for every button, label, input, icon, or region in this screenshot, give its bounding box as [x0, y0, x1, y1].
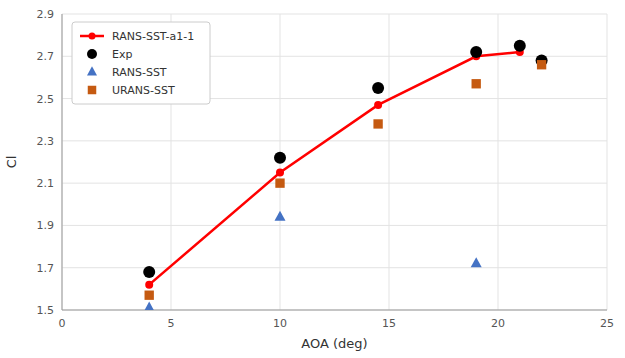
y-tick-label: 1.5: [37, 304, 55, 317]
y-axis-label: Cl: [4, 156, 19, 169]
legend-marker: [87, 66, 97, 75]
legend: RANS-SST-a1-1 Exp RANS-SST URANS-SST: [72, 22, 210, 104]
data-point: [143, 266, 155, 278]
data-point: [274, 152, 286, 164]
x-axis-line: [62, 310, 607, 311]
background: [0, 0, 625, 358]
data-point: [145, 291, 154, 300]
x-tick-label: 5: [168, 317, 175, 330]
y-tick-label: 2.7: [37, 50, 55, 63]
y-tick-label: 1.7: [37, 262, 55, 275]
data-point: [145, 281, 153, 289]
series: [144, 211, 482, 310]
data-point: [373, 119, 382, 128]
data-point: [144, 302, 155, 310]
x-tick-label: 20: [491, 317, 505, 330]
y-grid-line: [62, 183, 607, 184]
y-grid-line: [62, 310, 607, 311]
x-tick-label: 25: [600, 317, 614, 330]
x-grid-line: [607, 14, 608, 310]
chart: 0 5 10 15 20 25 1.5 1.7 1.9 2.1 2.3 2.5 2.7 2.9 AOA (d…: [0, 0, 625, 358]
x-tick-label: 0: [59, 317, 66, 330]
axes: 0 5 10 15 20 25 1.5 1.7 1.9 2.1 2.3 2.5 2.7 2.9 AOA (d…: [4, 8, 614, 351]
legend-marker: [89, 33, 96, 40]
data-point: [276, 169, 284, 177]
y-grid-line: [62, 14, 607, 15]
y-grid-line: [62, 225, 607, 226]
legend-box: [72, 22, 210, 104]
legend-label: URANS-SST: [112, 84, 175, 97]
x-grid-line: [498, 14, 499, 310]
data-point: [372, 82, 384, 94]
y-tick-label: 2.9: [37, 8, 55, 21]
legend-label: Exp: [112, 48, 132, 61]
y-tick-label: 2.3: [37, 135, 55, 148]
legend-marker: [88, 86, 97, 95]
y-tick-label: 2.5: [37, 93, 55, 106]
x-tick-label: 10: [273, 317, 287, 330]
data-point: [471, 257, 482, 267]
grid: [62, 14, 607, 310]
legend-marker: [87, 49, 97, 59]
legend-label: RANS-SST: [112, 66, 167, 79]
data-point: [537, 60, 546, 69]
y-tick-label: 2.1: [37, 177, 55, 190]
x-grid-line: [62, 14, 63, 310]
data-point: [472, 79, 481, 88]
legend-label: RANS-SST-a1-1: [112, 30, 194, 43]
y-grid-line: [62, 267, 607, 268]
x-tick-label: 15: [382, 317, 396, 330]
y-axis-line: [62, 14, 63, 310]
data-point: [514, 40, 526, 52]
y-tick-label: 1.9: [37, 219, 55, 232]
data-point: [275, 178, 284, 187]
data-point: [374, 101, 382, 109]
y-grid-line: [62, 140, 607, 141]
data-point: [470, 46, 482, 58]
x-axis-label: AOA (deg): [301, 336, 367, 351]
x-grid-line: [389, 14, 390, 310]
data-point: [275, 211, 286, 221]
